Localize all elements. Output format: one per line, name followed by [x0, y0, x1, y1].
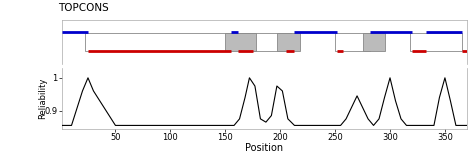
Y-axis label: Reliability: Reliability	[38, 78, 47, 119]
Bar	[238, 33, 291, 51]
Bar	[225, 33, 256, 51]
Bar	[410, 33, 463, 51]
X-axis label: Position: Position	[245, 143, 283, 153]
Bar	[85, 33, 231, 51]
Bar	[335, 33, 370, 51]
Text: TOPCONS: TOPCONS	[57, 3, 109, 13]
Bar	[363, 33, 384, 51]
Bar	[277, 33, 300, 51]
